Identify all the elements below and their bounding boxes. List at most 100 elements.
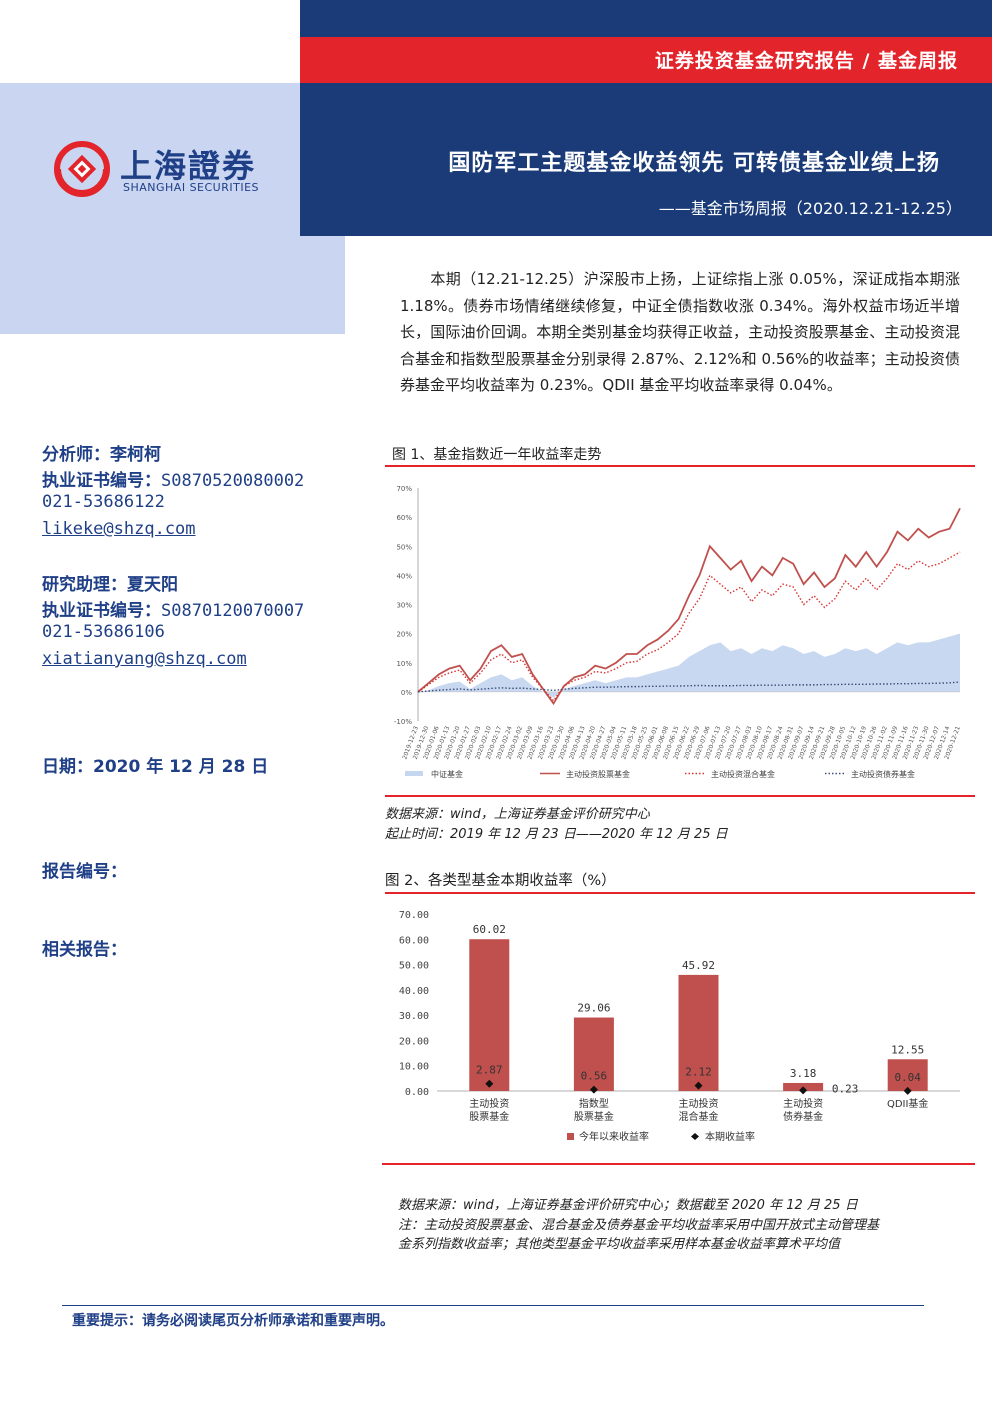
bar-ytd-label: 45.92 — [682, 959, 715, 972]
point-weekly-label: 2.12 — [685, 1066, 712, 1079]
point-weekly-return — [589, 1085, 598, 1094]
figure1-top-rule — [385, 465, 975, 467]
bar-ytd-return — [469, 939, 510, 1091]
bar-ytd-label: 12.55 — [891, 1043, 924, 1056]
bar-ytd-return — [887, 1059, 928, 1091]
assistant-email-link[interactable]: xiatianyang@shzq.com — [42, 649, 247, 669]
logo-name-en: SHANGHAI SECURITIES — [123, 181, 260, 194]
title-panel: 国防军工主题基金收益领先 可转债基金业绩上扬 ——基金市场周报（2020.12.… — [300, 83, 992, 236]
figure2-note-line1: 注：主动投资股票基金、混合基金及债券基金平均收益率采用中国开放式主动管理基 — [398, 1218, 880, 1233]
chart1-y-tick-label: 40% — [396, 572, 412, 580]
logo-panel — [0, 83, 300, 236]
analyst-phone: 021-53686122 — [42, 492, 165, 512]
analyst-email-link[interactable]: likeke@shzq.com — [42, 519, 196, 539]
point-weekly-label: 0.04 — [894, 1071, 921, 1084]
report-date: 日期：2020 年 12 月 28 日 — [42, 757, 269, 777]
related-reports-label: 相关报告： — [42, 940, 127, 960]
chart1-legend-label: 主动投资股票基金 — [566, 769, 630, 779]
analyst-cert: 执业证书编号：S0870520080002 — [42, 466, 304, 491]
header-top-band — [300, 0, 992, 37]
analyst-cert-number: S0870520080002 — [161, 471, 305, 491]
chart1-y-tick-label: 10% — [396, 660, 412, 668]
chart2-category-label: 债券基金 — [783, 1110, 823, 1123]
logo-panel-extension — [0, 236, 345, 334]
chart2-y-tick-label: 60.00 — [399, 935, 429, 946]
assistant-phone: 021-53686106 — [42, 622, 165, 642]
bar-ytd-return — [678, 974, 719, 1091]
point-weekly-label: 0.23 — [832, 1082, 859, 1095]
series-mixed-fund-line — [417, 551, 961, 702]
figure2-top-rule — [385, 892, 975, 894]
chart2-y-tick-label: 40.00 — [399, 986, 429, 997]
legend-swatch-ytd — [567, 1133, 574, 1140]
assistant-cert-label: 执业证书编号： — [42, 601, 161, 621]
chart2-category-label: 主动投资 — [783, 1097, 823, 1110]
chart2-category-label: 主动投资 — [469, 1097, 509, 1110]
chart2-category-label: 股票基金 — [469, 1110, 509, 1123]
figure2-title: 图 2、各类型基金本期收益率（%） — [385, 873, 616, 889]
chart2-y-tick-label: 20.00 — [399, 1036, 429, 1047]
point-weekly-label: 2.87 — [476, 1064, 503, 1077]
fund-index-line-chart: 70%60%50%40%30%20%10%0%-10%2019-12-23201… — [394, 485, 962, 779]
chart1-y-tick-label: 60% — [396, 514, 412, 522]
chart1-y-tick-label: 70% — [396, 485, 412, 493]
chart2-category-label: 股票基金 — [574, 1110, 614, 1123]
chart1-y-tick-label: -10% — [394, 718, 412, 726]
figure1-period: 起止时间：2019 年 12 月 23 日——2020 年 12 月 25 日 — [385, 827, 728, 842]
report-number-label: 报告编号： — [42, 862, 127, 882]
series-zhongzheng-fund-area — [418, 633, 960, 698]
chart2-legend-label: 今年以来收益率 — [579, 1130, 649, 1143]
summary-paragraph: 本期（12.21-12.25）沪深股市上扬，上证综指上涨 0.05%，深证成指本… — [400, 266, 960, 399]
report-subtitle: ——基金市场周报（2020.12.21-12.25） — [658, 199, 962, 218]
figure2-bottom-rule — [382, 1163, 975, 1165]
assistant-cert: 执业证书编号：S0870120070007 — [42, 596, 304, 621]
figure2-source: 数据来源：wind，上海证券基金评价研究中心；数据截至 2020 年 12 月 … — [398, 1198, 858, 1213]
chart2-category-label: 混合基金 — [679, 1110, 719, 1123]
fund-return-bar-chart: 70.00 60.00 50.00 40.00 30.00 20.00 10.00 0.00 6… — [399, 910, 960, 1143]
shanghai-securities-logo-icon — [54, 141, 110, 197]
chart1-legend-label: 主动投资债券基金 — [851, 769, 915, 779]
report-title: 国防军工主题基金收益领先 可转债基金业绩上扬 — [448, 151, 940, 176]
chart2-legend-label: 本期收益率 — [705, 1130, 755, 1143]
figure2-note-line2: 金系列指数收益率；其他类型基金平均收益率采用样本基金收益率算术平均值 — [398, 1237, 841, 1252]
bar-ytd-label: 3.18 — [790, 1067, 817, 1080]
figure1-title: 图 1、基金指数近一年收益率走势 — [392, 447, 602, 463]
legend-swatch-zhongzheng — [405, 771, 423, 776]
chart1-y-tick-label: 0% — [401, 689, 412, 697]
chart2-y-tick-label: 30.00 — [399, 1011, 429, 1022]
summary-text: 本期（12.21-12.25）沪深股市上扬，上证综指上涨 0.05%，深证成指本… — [400, 270, 960, 394]
chart1-legend-label: 中证基金 — [431, 769, 463, 779]
chart2-y-tick-label: 10.00 — [399, 1062, 429, 1073]
footer-rule — [62, 1305, 924, 1306]
series-equity-fund-line — [417, 507, 961, 706]
figure1-source: 数据来源：wind，上海证券基金评价研究中心 — [385, 807, 650, 822]
point-weekly-label: 0.56 — [581, 1070, 608, 1083]
series-bond-fund-line — [417, 681, 961, 693]
assistant-name: 研究助理：夏天阳 — [42, 575, 178, 595]
analyst-cert-label: 执业证书编号： — [42, 471, 161, 491]
chart1-y-tick-label: 50% — [396, 543, 412, 551]
assistant-cert-number: S0870120070007 — [161, 601, 305, 621]
bar-ytd-return — [573, 1017, 614, 1091]
figure1-bottom-rule — [385, 795, 975, 797]
point-weekly-return — [694, 1081, 703, 1090]
point-weekly-return — [799, 1086, 808, 1095]
point-weekly-return — [903, 1086, 912, 1095]
chart2-y-tick-label: 0.00 — [405, 1087, 429, 1098]
chart1-y-tick-label: 20% — [396, 631, 412, 639]
chart2-y-tick-label: 70.00 — [399, 910, 429, 921]
series-band: 证券投资基金研究报告 / 基金周报 — [300, 37, 992, 83]
series-label: 证券投资基金研究报告 / 基金周报 — [654, 50, 958, 72]
legend-swatch-weekly — [691, 1133, 699, 1140]
point-weekly-return — [485, 1079, 494, 1088]
bar-ytd-label: 60.02 — [473, 923, 506, 936]
bar-ytd-label: 29.06 — [577, 1002, 610, 1015]
chart2-category-label: QDII基金 — [887, 1097, 928, 1110]
logo-name-cn: 上海證券 — [120, 147, 257, 185]
chart2-category-label: 指数型 — [579, 1097, 609, 1110]
chart1-legend-label: 主动投资混合基金 — [711, 769, 775, 779]
disclaimer-text: 重要提示：请务必阅读尾页分析师承诺和重要声明。 — [72, 1313, 394, 1329]
analyst-name: 分析师：李柯柯 — [42, 445, 161, 465]
chart2-y-tick-label: 50.00 — [399, 961, 429, 972]
chart2-category-label: 主动投资 — [679, 1097, 719, 1110]
